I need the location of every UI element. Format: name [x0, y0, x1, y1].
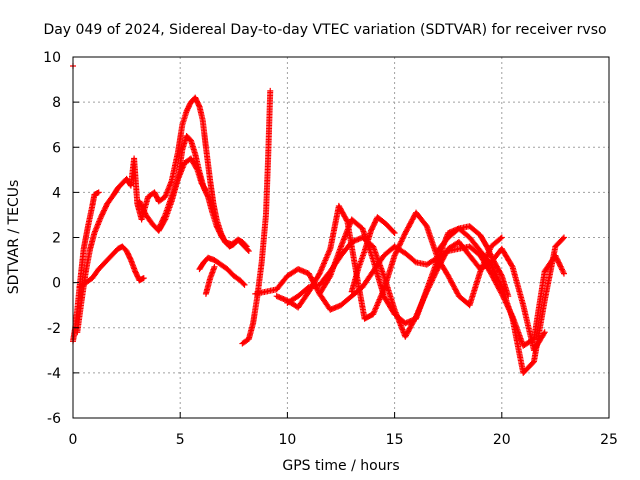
- data-point: [239, 87, 274, 347]
- series-satellite-track-J: [273, 202, 505, 322]
- y-tick-label: 10: [43, 50, 61, 66]
- series-satellite-track-L: [316, 216, 567, 376]
- series-satellite-track-C: [76, 243, 147, 291]
- tick-labels: 0 5 10 15 20 25 -6 -4 -2 0 2 4 6 8 10: [43, 50, 618, 448]
- x-tick-label: 0: [69, 432, 78, 448]
- y-tick-label: 4: [52, 185, 61, 201]
- data-point: [202, 263, 218, 297]
- data-point: [74, 94, 250, 336]
- data-point: [76, 243, 147, 291]
- plot-frame: [72, 56, 610, 419]
- y-tick-label: 8: [52, 95, 61, 111]
- y-tick-label: -2: [47, 321, 61, 337]
- data-point: [434, 223, 512, 300]
- y-tick-label: 0: [52, 276, 61, 292]
- x-axis-label: GPS time / hours: [282, 458, 399, 474]
- y-tick-label: 6: [52, 140, 61, 156]
- data-markers: [70, 63, 567, 376]
- series-satellite-track-M: [348, 214, 398, 295]
- data-point: [155, 155, 209, 232]
- x-tick-label: 25: [600, 432, 618, 448]
- series-satellite-track-G: [202, 263, 218, 297]
- series-satellite-track-N: [434, 223, 512, 300]
- series-satellite-track-E: [155, 155, 209, 232]
- series-satellite-track-H: [239, 87, 274, 347]
- chart-title: Day 049 of 2024, Sidereal Day-to-day VTE…: [43, 22, 606, 38]
- y-tick-label: 2: [52, 231, 61, 247]
- data-point: [273, 202, 505, 322]
- x-tick-label: 10: [278, 432, 296, 448]
- data-point: [316, 216, 567, 376]
- x-tick-label: 5: [176, 432, 185, 448]
- y-tick-label: -4: [47, 366, 61, 382]
- data-point: [348, 214, 398, 295]
- data-point: [196, 254, 248, 288]
- grid-lines: [73, 57, 609, 418]
- y-axis-label: SDTVAR / TECUs: [6, 180, 22, 295]
- series-satellite-track-F: [196, 254, 248, 288]
- y-tick-label: -6: [47, 411, 61, 427]
- x-tick-label: 15: [386, 432, 404, 448]
- series-satellite-track-B: [74, 94, 250, 336]
- x-tick-label: 20: [493, 432, 511, 448]
